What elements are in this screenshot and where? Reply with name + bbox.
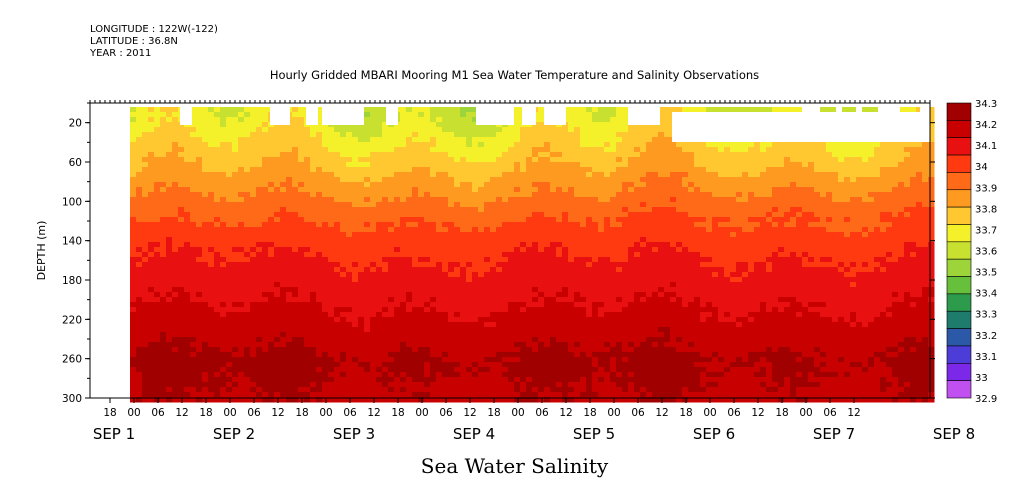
year-label: YEAR : 2011: [90, 48, 152, 59]
x-day-label: SEP 8: [933, 425, 975, 443]
x-tick-label: 12: [559, 407, 572, 419]
missing-data-gap: [270, 107, 290, 125]
colorbar-swatch: [946, 276, 972, 295]
y-tick-label: 140: [62, 236, 82, 248]
colorbar-swatch: [946, 172, 972, 191]
x-tick-label: 00: [799, 407, 812, 419]
colorbar-swatch: [946, 224, 972, 243]
colorbar-swatch: [946, 328, 972, 347]
colorbar-label: 33.9: [975, 183, 997, 194]
colorbar-label: 33.4: [975, 289, 997, 300]
colorbar-label: 33.7: [975, 225, 997, 236]
x-tick-label: 12: [751, 407, 764, 419]
y-tick-label: 260: [62, 354, 82, 366]
y-tick-label: 220: [62, 314, 82, 326]
x-tick-label: 12: [175, 407, 188, 419]
x-tick-label: 06: [535, 407, 549, 419]
x-tick-label: 12: [847, 407, 860, 419]
x-tick-label: 00: [319, 407, 332, 419]
x-tick-label: 18: [391, 407, 404, 419]
missing-data-gap: [672, 112, 930, 142]
x-tick-label: 12: [271, 407, 284, 419]
x-tick-label: 00: [223, 407, 236, 419]
x-tick-label: 00: [127, 407, 140, 419]
colorbar-swatch: [946, 345, 972, 364]
x-tick-label: 06: [247, 407, 261, 419]
colorbar-label: 32.9: [975, 394, 997, 405]
y-tick-label: 100: [62, 196, 82, 208]
colorbar-label: 34.2: [975, 120, 997, 131]
x-tick-label: 00: [511, 407, 524, 419]
colorbar-label: 33.3: [975, 310, 997, 321]
x-day-label: SEP 2: [213, 425, 255, 443]
missing-data-gap: [386, 107, 398, 125]
colorbar-swatch: [946, 120, 972, 139]
x-tick-label: 00: [703, 407, 716, 419]
x-tick-label: 18: [295, 407, 308, 419]
y-tick-label: 180: [62, 275, 82, 287]
x-day-label: SEP 6: [693, 425, 735, 443]
y-tick-label: 300: [62, 393, 82, 405]
y-tick-label: 60: [69, 157, 82, 169]
missing-data-gap: [476, 107, 514, 125]
colorbar-swatch: [946, 154, 972, 173]
x-tick-label: 12: [655, 407, 668, 419]
x-tick-label: 06: [727, 407, 741, 419]
colorbar-label: 33.6: [975, 247, 997, 258]
x-day-label: SEP 1: [93, 425, 135, 443]
x-tick-label: 00: [415, 407, 428, 419]
x-tick-label: 18: [103, 407, 116, 419]
x-tick-label: 12: [463, 407, 476, 419]
x-tick-label: 18: [775, 407, 788, 419]
colorbar-swatch: [946, 241, 972, 260]
colorbar-label: 34: [975, 162, 988, 173]
colorbar-swatch: [946, 362, 972, 381]
colorbar-label: 34.1: [975, 141, 997, 152]
colorbar-swatch: [946, 102, 972, 121]
x-tick-label: 06: [439, 407, 453, 419]
colorbar-swatch: [946, 310, 972, 329]
x-day-label: SEP 7: [813, 425, 855, 443]
variable-title: Sea Water Salinity: [420, 454, 609, 478]
latitude-label: LATITUDE : 36.8N: [90, 36, 178, 47]
x-tick-label: 12: [367, 407, 380, 419]
x-tick-label: 18: [199, 407, 212, 419]
colorbar-label: 33.8: [975, 204, 997, 215]
x-tick-label: 06: [151, 407, 165, 419]
x-tick-label: 18: [583, 407, 596, 419]
colorbar-swatch: [946, 206, 972, 225]
colorbar-swatch: [946, 293, 972, 312]
x-tick-label: 06: [343, 407, 357, 419]
location-metadata: LONGITUDE : 122W(-122) LATITUDE : 36.8N …: [90, 24, 218, 60]
x-tick-label: 18: [487, 407, 500, 419]
missing-data-gap: [180, 107, 192, 125]
x-tick-label: 06: [823, 407, 837, 419]
colorbar-swatch: [946, 258, 972, 277]
chart-title: Hourly Gridded MBARI Mooring M1 Sea Wate…: [269, 68, 760, 82]
colorbar-label: 33.2: [975, 331, 997, 342]
missing-data-gap: [306, 107, 318, 125]
x-day-label: SEP 5: [573, 425, 615, 443]
missing-data-gap: [544, 107, 566, 125]
colorbar-swatch: [946, 380, 972, 399]
heatmap-cells: [130, 107, 935, 403]
colorbar-label: 33: [975, 373, 988, 384]
missing-data-gap: [522, 107, 536, 125]
colorbar-swatch: [946, 189, 972, 208]
x-day-label: SEP 4: [453, 425, 495, 443]
colorbar-label: 34.3: [975, 99, 997, 110]
longitude-label: LONGITUDE : 122W(-122): [90, 24, 218, 35]
x-tick-label: 00: [607, 407, 620, 419]
x-tick-label: 18: [679, 407, 692, 419]
x-day-label: SEP 3: [333, 425, 375, 443]
colorbar-label: 33.5: [975, 268, 997, 279]
y-axis-label: DEPTH (m): [35, 221, 48, 281]
y-tick-label: 20: [69, 118, 82, 130]
colorbar-swatch: [946, 137, 972, 156]
x-tick-label: 06: [631, 407, 645, 419]
missing-data-gap: [628, 107, 660, 125]
colorbar-label: 33.1: [975, 352, 997, 363]
missing-data-gap: [322, 107, 364, 125]
